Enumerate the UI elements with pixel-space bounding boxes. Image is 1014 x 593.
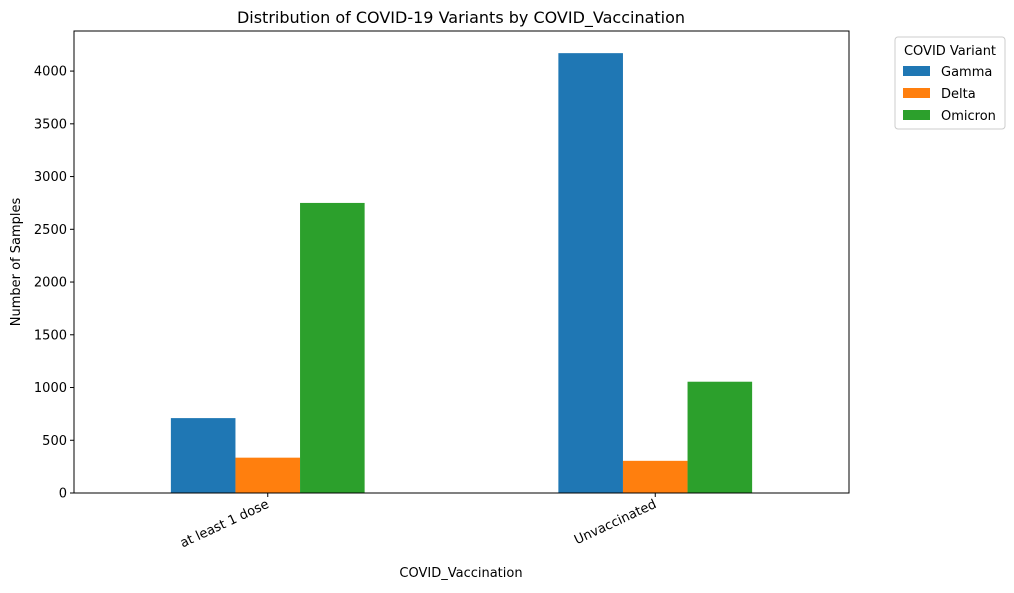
bar-omicron-1 <box>687 381 753 493</box>
y-tick-label: 1000 <box>34 381 67 396</box>
legend-swatch-omicron <box>903 110 930 120</box>
legend-label-delta: Delta <box>941 87 976 102</box>
bar-delta-1 <box>622 460 688 493</box>
x-tick-label: Unvaccinated <box>572 497 659 548</box>
bars-group <box>170 53 753 493</box>
legend: COVID Variant Gamma Delta Omicron <box>894 36 1006 130</box>
legend-title: COVID Variant <box>904 44 996 59</box>
legend-frame <box>894 36 1006 130</box>
plot-frame <box>73 30 850 494</box>
y-tick-label: 2000 <box>34 276 67 291</box>
legend-label-gamma: Gamma <box>941 65 992 80</box>
y-tick-label: 1500 <box>34 328 67 343</box>
legend-swatch-delta <box>903 88 930 98</box>
x-axis: at least 1 dose Unvaccinated <box>178 493 659 551</box>
y-axis-label: Number of Samples <box>9 198 24 327</box>
y-tick-label: 0 <box>59 487 67 502</box>
y-tick-label: 500 <box>42 434 67 449</box>
chart-title: Distribution of COVID-19 Variants by COV… <box>237 8 685 28</box>
bar-omicron-0 <box>300 202 365 493</box>
y-axis: 0 500 1000 1500 2000 2500 3000 3500 4000 <box>34 65 74 502</box>
x-tick-label: at least 1 dose <box>178 497 271 551</box>
bar-gamma-1 <box>558 53 623 493</box>
legend-label-omicron: Omicron <box>941 109 996 124</box>
y-tick-label: 2500 <box>34 223 67 238</box>
bar-delta-0 <box>235 457 301 493</box>
legend-swatch-gamma <box>903 66 930 76</box>
y-tick-label: 4000 <box>34 65 67 80</box>
x-axis-label: COVID_Vaccination <box>399 566 522 581</box>
bar-gamma-0 <box>170 418 236 493</box>
y-tick-label: 3000 <box>34 170 67 185</box>
y-tick-label: 3500 <box>34 117 67 132</box>
legend-items: Gamma Delta Omicron <box>903 65 996 124</box>
